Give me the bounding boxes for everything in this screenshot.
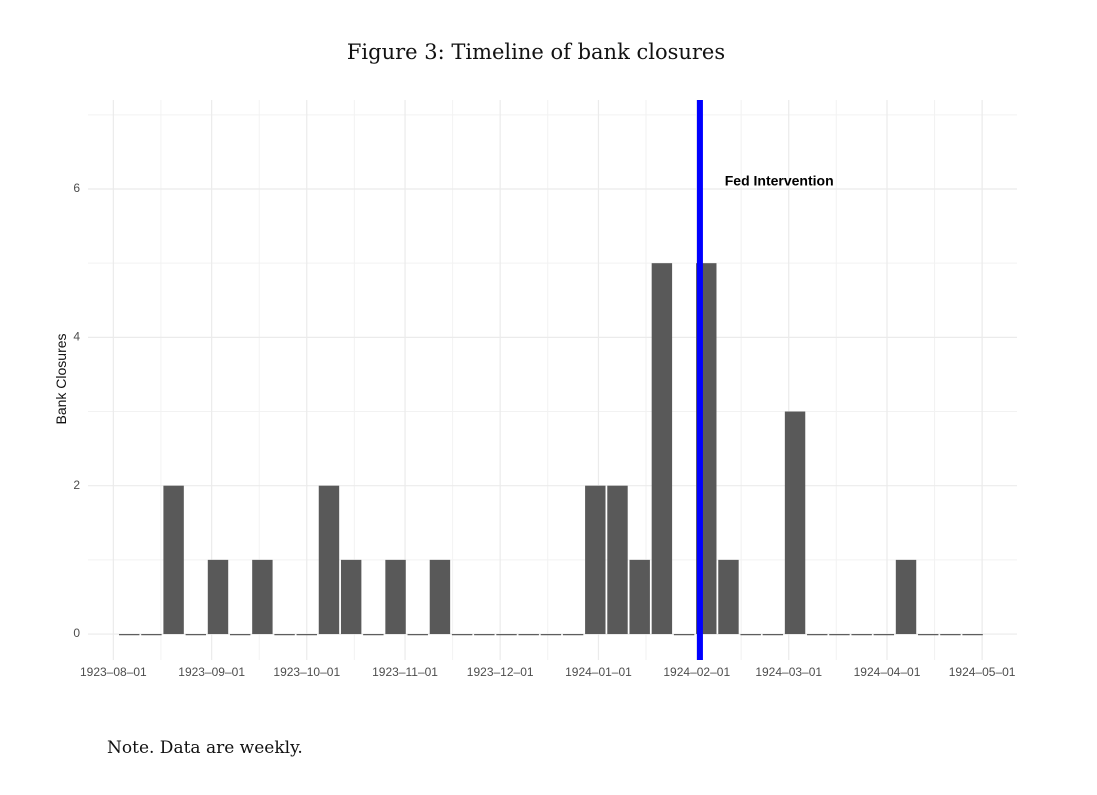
bar — [562, 634, 584, 636]
bar — [740, 634, 761, 636]
x-tick-label: 1924–04–01 — [854, 665, 921, 679]
x-tick-label: 1924–02–01 — [663, 665, 730, 679]
bar — [829, 634, 850, 636]
bar-chart: Fed Intervention 0 2 4 6 1923–08–01 1923–09–… — [53, 100, 1017, 679]
bar — [629, 559, 650, 635]
bar — [252, 559, 273, 635]
x-tick-label: 1923–09–01 — [178, 665, 245, 679]
x-tick-label: 1923–08–01 — [80, 665, 147, 679]
x-tick-label: 1924–03–01 — [755, 665, 822, 679]
x-tick-label: 1923–11–01 — [372, 665, 438, 679]
bar — [607, 485, 628, 635]
bar — [229, 634, 251, 636]
bar — [163, 485, 184, 635]
y-tick-label: 4 — [73, 330, 80, 344]
bar — [718, 559, 739, 635]
bar — [540, 634, 562, 636]
bar — [385, 559, 406, 635]
bar — [918, 634, 939, 636]
x-tick-label: 1924–05–01 — [949, 665, 1016, 679]
bars — [119, 263, 983, 636]
bar — [474, 634, 495, 636]
bar — [807, 634, 828, 636]
figure-note: Note. Data are weekly. — [107, 738, 303, 758]
bar — [340, 559, 362, 635]
annotation-label: Fed Intervention — [725, 172, 834, 188]
bar — [429, 559, 451, 635]
bar — [784, 411, 806, 635]
y-tick-label: 2 — [73, 478, 80, 492]
bar — [762, 634, 784, 636]
bar — [651, 263, 673, 635]
bar — [363, 634, 384, 636]
figure-title: Figure 3: Timeline of bank closures — [346, 40, 726, 64]
bar — [895, 559, 917, 635]
y-tick-label: 0 — [73, 626, 80, 640]
annotation: Fed Intervention — [725, 172, 834, 188]
bar — [207, 559, 229, 635]
bar — [119, 634, 140, 636]
bar — [296, 634, 317, 636]
y-axis-title: Bank Closures — [53, 333, 69, 424]
bar — [962, 634, 983, 636]
x-tick-label: 1923–10–01 — [273, 665, 340, 679]
bar — [518, 634, 539, 636]
bar — [141, 634, 162, 636]
x-tick-label: 1923–12–01 — [467, 665, 534, 679]
bar — [451, 634, 473, 636]
bar — [873, 634, 895, 636]
bar — [274, 634, 295, 636]
bar — [851, 634, 872, 636]
bar — [585, 485, 606, 635]
bar — [185, 634, 207, 636]
bar — [940, 634, 961, 636]
y-axis-ticks: 0 2 4 6 — [73, 181, 80, 640]
x-tick-label: 1924–01–01 — [565, 665, 632, 679]
x-axis-ticks: 1923–08–01 1923–09–01 1923–10–01 1923–11–01… — [80, 665, 1016, 679]
bar — [496, 634, 517, 636]
bar — [407, 634, 428, 636]
y-tick-label: 6 — [73, 181, 80, 195]
bar — [673, 634, 695, 636]
bar — [318, 485, 340, 635]
